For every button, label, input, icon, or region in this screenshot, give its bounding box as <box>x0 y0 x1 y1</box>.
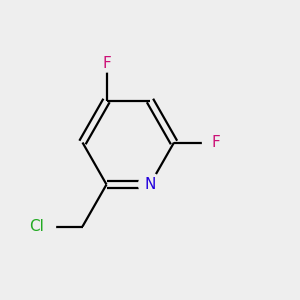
Circle shape <box>32 214 56 239</box>
Text: F: F <box>212 135 220 150</box>
Text: N: N <box>144 177 156 192</box>
Circle shape <box>139 173 161 196</box>
Circle shape <box>202 134 220 152</box>
Text: F: F <box>102 56 111 70</box>
Circle shape <box>98 54 116 72</box>
Text: Cl: Cl <box>28 219 44 234</box>
